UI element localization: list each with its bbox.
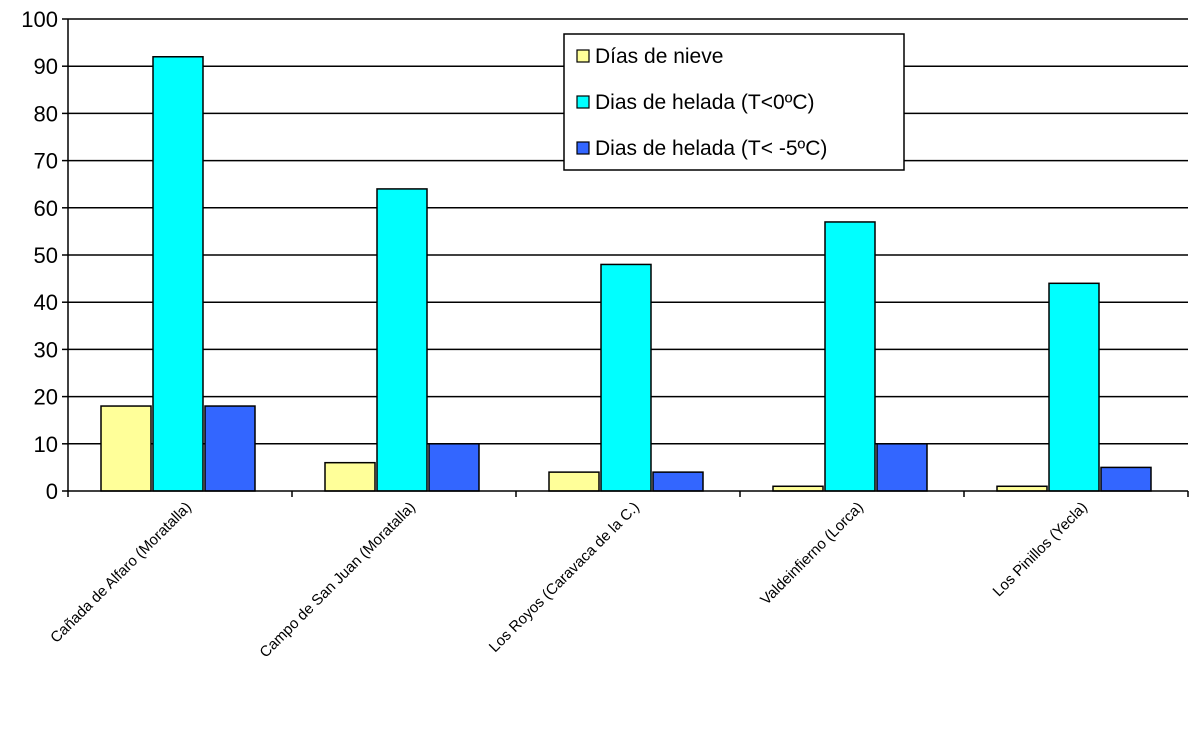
legend-box	[563, 33, 905, 171]
y-tick-label: 50	[34, 243, 58, 268]
x-axis-labels: Cañada de Alfaro (Moratalla) Campo de San…	[47, 499, 1091, 661]
legend-label: Dias de helada (T<0ºC)	[595, 91, 815, 114]
bar	[428, 443, 480, 492]
x-category-label: Campo de San Juan (Moratalla)	[256, 499, 418, 661]
bar	[600, 263, 652, 492]
x-category-label: Los Pinillos (Yecla)	[990, 499, 1091, 600]
bar	[204, 405, 256, 492]
legend-swatch	[576, 49, 590, 63]
bar	[548, 471, 600, 492]
y-axis-ticks: 0 10 20 30 40 50 60 70 80 90 100	[21, 7, 68, 504]
bar	[324, 461, 376, 492]
legend: Días de nieve Dias de helada (T<0ºC) Dias …	[563, 33, 905, 171]
legend-swatch	[576, 95, 590, 109]
bar	[1048, 282, 1100, 492]
axes	[67, 19, 1189, 497]
y-tick-label: 30	[34, 337, 58, 362]
y-tick-label: 10	[34, 432, 58, 457]
y-tick-label: 70	[34, 149, 58, 174]
bar	[152, 56, 204, 492]
bar	[376, 188, 428, 492]
bar	[652, 471, 704, 492]
y-tick-label: 90	[34, 54, 58, 79]
bars	[100, 56, 1152, 492]
legend-label: Dias de helada (T< -5ºC)	[595, 137, 827, 160]
bar	[824, 221, 876, 492]
y-tick-label: 80	[34, 101, 58, 126]
bar	[1100, 466, 1152, 492]
y-tick-label: 0	[46, 479, 58, 504]
x-category-label: Los Royos (Caravaca de la C.)	[486, 499, 643, 656]
x-category-label: Valdeinfierno (Lorca)	[757, 499, 867, 609]
x-category-label: Cañada de Alfaro (Moratalla)	[47, 499, 195, 647]
legend-swatch	[576, 141, 590, 155]
y-tick-label: 40	[34, 290, 58, 315]
bar	[876, 443, 928, 492]
y-tick-label: 60	[34, 196, 58, 221]
y-tick-label: 20	[34, 385, 58, 410]
bar	[100, 405, 152, 492]
y-tick-label: 100	[21, 7, 58, 32]
legend-label: Días de nieve	[595, 45, 723, 68]
